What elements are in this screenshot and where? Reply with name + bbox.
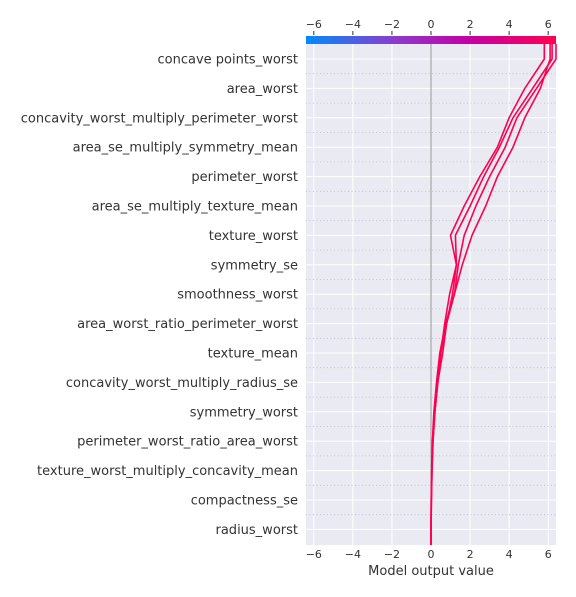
bottom-tick-labels: −6 −4 −2 0 2 4 6 (306, 548, 552, 561)
top-tick-label: −6 (306, 18, 322, 31)
feature-label: texture_mean (208, 347, 298, 362)
top-tick-label: 6 (545, 18, 552, 31)
series-lines (430, 44, 557, 545)
bottom-tick-label: 2 (467, 548, 474, 561)
feature-label: concave points_worst (157, 53, 298, 68)
top-tick-label: 2 (467, 18, 474, 31)
feature-label: perimeter_worst (191, 170, 298, 185)
feature-label: texture_worst_multiply_concavity_mean (37, 464, 298, 479)
feature-label: perimeter_worst_ratio_area_worst (77, 435, 298, 450)
top-tick-labels: −6 −4 −2 0 2 4 6 (306, 18, 552, 35)
feature-label: area_worst (227, 82, 298, 97)
top-tick-label: 4 (506, 18, 513, 31)
bottom-tick-label: −6 (306, 548, 322, 561)
bottom-tick-label: 6 (545, 548, 552, 561)
top-tick-label: −4 (345, 18, 361, 31)
feature-label: area_se_multiply_texture_mean (92, 200, 298, 215)
top-tick-label: −2 (384, 18, 400, 31)
bottom-tick-label: 4 (506, 548, 513, 561)
feature-label: symmetry_worst (190, 405, 298, 420)
feature-label: area_worst_ratio_perimeter_worst (77, 317, 298, 332)
feature-label: concavity_worst_multiply_perimeter_worst (21, 111, 298, 126)
series-line (430, 44, 551, 545)
bottom-tick-label: 0 (428, 548, 435, 561)
feature-label: concavity_worst_multiply_radius_se (66, 376, 298, 391)
x-axis-title: Model output value (368, 564, 494, 579)
colorbar (306, 36, 556, 44)
feature-label: smoothness_worst (177, 288, 298, 303)
bottom-tick-label: −2 (384, 548, 400, 561)
bottom-tick-label: −4 (345, 548, 361, 561)
feature-label: area_se_multiply_symmetry_mean (73, 141, 298, 156)
top-tick-label: 0 (428, 18, 435, 31)
feature-label: compactness_se (191, 494, 298, 509)
feature-label: radius_worst (216, 523, 299, 538)
feature-labels: concave points_worst area_worst concavity_… (21, 53, 298, 538)
feature-label: symmetry_se (211, 258, 298, 273)
feature-label: texture_worst (209, 229, 298, 244)
